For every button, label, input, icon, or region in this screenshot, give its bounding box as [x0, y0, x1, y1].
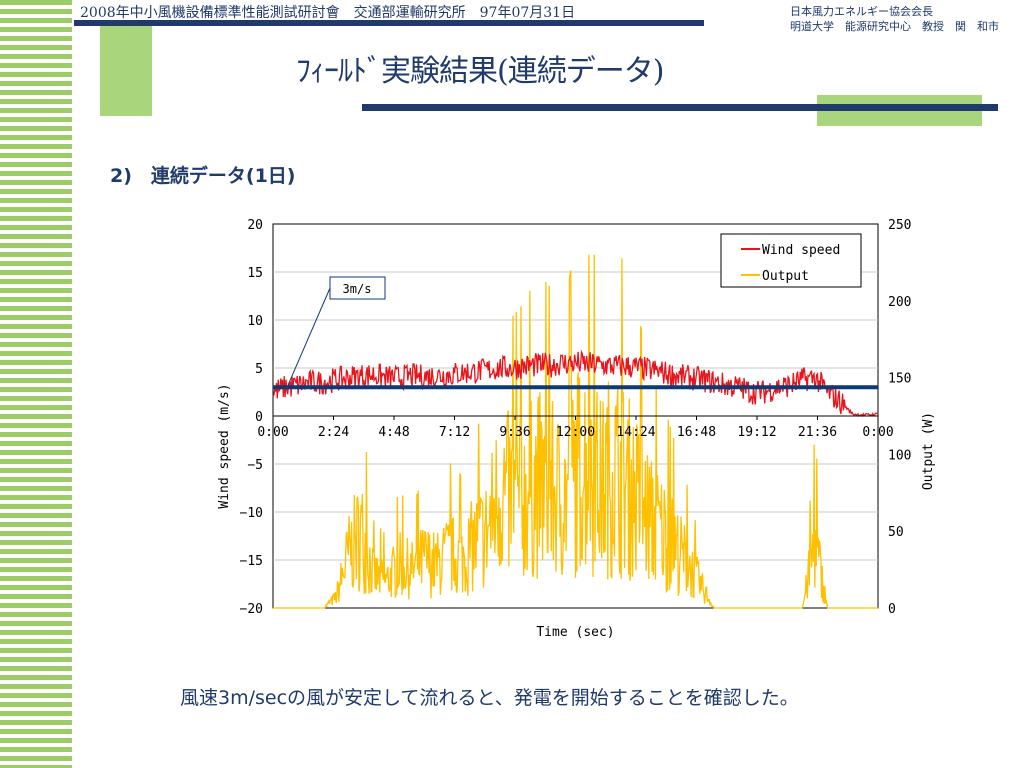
wind-series — [272, 349, 879, 418]
conference-header: 2008年中小風機設備標準性能測試研討會 交通部運輸研究所 97年07月31日 — [80, 5, 576, 21]
x-tick-label: 21:36 — [798, 425, 837, 440]
y-left-tick-label: 10 — [247, 314, 263, 329]
y-right-axis-title: Output (W) — [921, 412, 936, 490]
callout-box — [329, 276, 386, 300]
y-left-tick-label: 15 — [247, 266, 263, 281]
conclusion-caption: 風速3m/secの風が安定して流れると、発電を開始することを確認した。 — [180, 687, 799, 709]
legend-box — [720, 233, 862, 288]
y-right-tick-label: 0 — [888, 602, 896, 617]
y-right-tick-label: 50 — [888, 525, 904, 540]
decorative-block-left — [100, 24, 152, 116]
x-tick-label: 4:48 — [378, 425, 409, 440]
legend-label: Output — [762, 269, 809, 284]
x-tick-label: 0:00 — [862, 425, 893, 440]
x-tick-label: 0:00 — [257, 425, 288, 440]
x-axis-title: Time (sec) — [536, 625, 614, 640]
x-tick-label: 12:00 — [556, 425, 595, 440]
x-tick-label: 2:24 — [318, 425, 349, 440]
header-divider — [74, 20, 704, 26]
callout-leader — [287, 287, 331, 386]
decorative-stripes — [0, 0, 72, 768]
x-tick-label: 7:12 — [439, 425, 470, 440]
y-left-tick-label: 5 — [255, 362, 263, 377]
x-tick-label: 9:36 — [499, 425, 530, 440]
legend-label: Wind speed — [762, 243, 840, 258]
y-left-tick-label: 0 — [255, 410, 263, 425]
y-right-tick-label: 150 — [888, 372, 911, 387]
threshold-annotation: 3m/s — [273, 276, 878, 390]
author-info: 日本風力エネルギー協会会長 明道大学 能源研究中心 教授 関 和市 — [790, 4, 999, 34]
slide-title: ﾌｨｰﾙﾄﾞ実験結果(連続データ) — [296, 54, 664, 89]
section-subtitle: 2) 連続データ(1日) — [110, 165, 296, 187]
wind-speed-line — [272, 349, 879, 418]
chart-legend: Wind speed Output — [720, 233, 862, 288]
x-tick-label: 19:12 — [737, 425, 776, 440]
y-left-tick-label: −20 — [240, 602, 263, 617]
author-name: 明道大学 能源研究中心 教授 関 和市 — [790, 20, 999, 33]
output-line — [273, 254, 878, 609]
y-right-tick-label: 100 — [888, 448, 911, 463]
y-left-tick-label: 20 — [247, 218, 263, 233]
output-series — [273, 254, 878, 609]
callout-label: 3m/s — [343, 282, 372, 296]
y-right-tick-label: 250 — [888, 218, 911, 233]
title-divider — [362, 104, 998, 111]
author-affiliation: 日本風力エネルギー協会会長 — [790, 5, 933, 18]
y-left-tick-label: −10 — [240, 506, 263, 521]
y-left-tick-label: −15 — [240, 554, 263, 569]
y-left-axis-title: Wind speed (m/s) — [217, 383, 232, 508]
y-right-tick-label: 200 — [888, 295, 911, 310]
y-left-tick-label: −5 — [247, 458, 263, 473]
x-tick-label: 16:48 — [677, 425, 716, 440]
x-tick-label: 14:24 — [616, 425, 655, 440]
